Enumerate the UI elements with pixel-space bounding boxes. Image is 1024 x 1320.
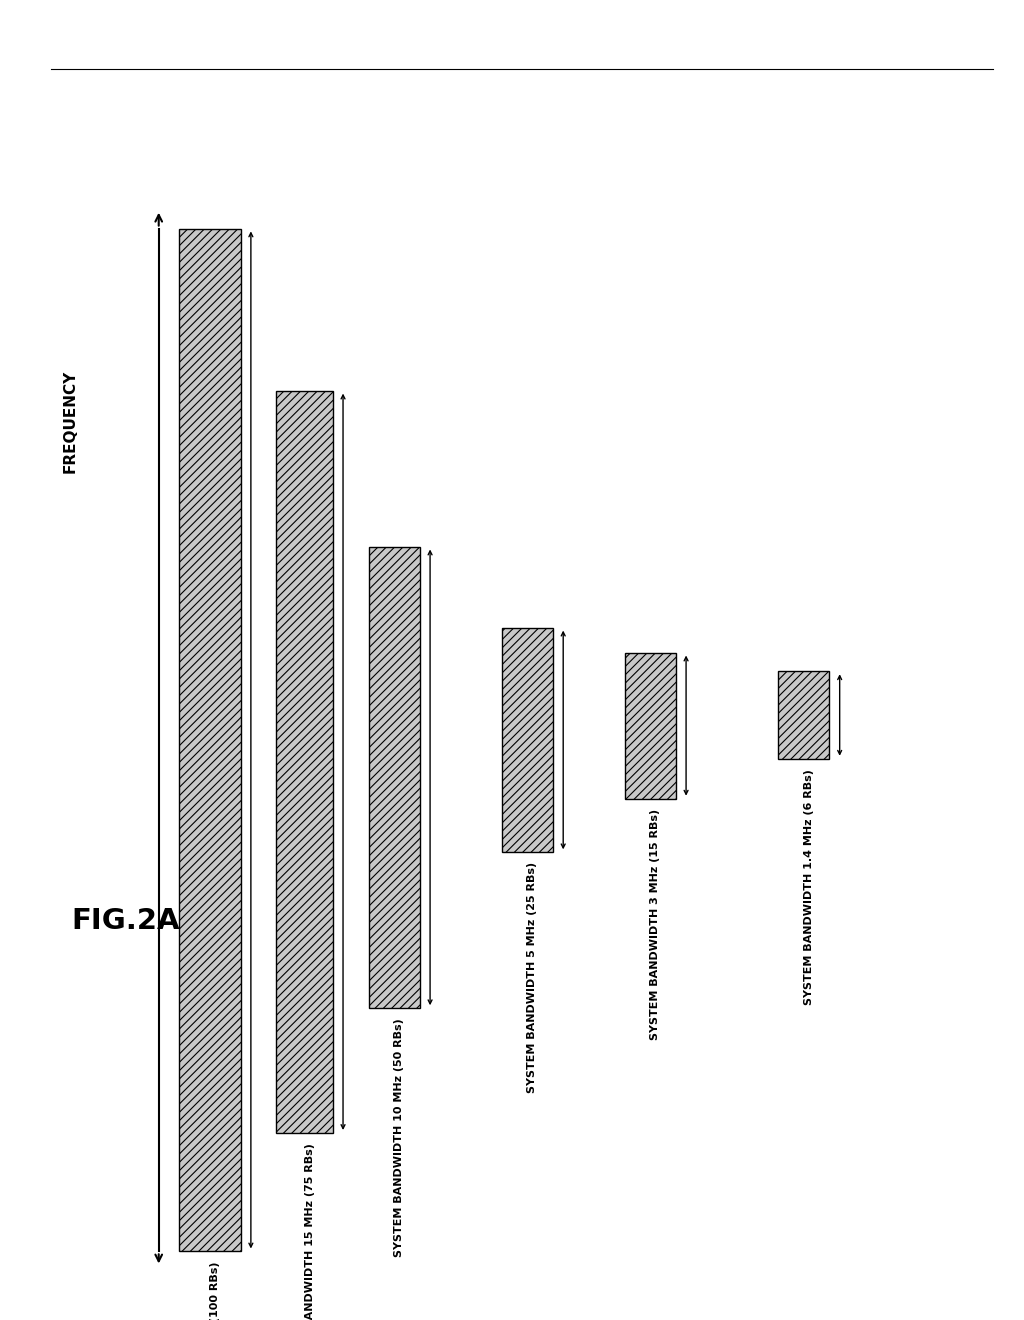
Bar [778,672,829,759]
Bar [369,546,420,1008]
Text: SYSTEM BANDWIDTH 15 MHz (75 RBs): SYSTEM BANDWIDTH 15 MHz (75 RBs) [305,1143,314,1320]
Text: SYSTEM BANDWIDTH 10 MHz (50 RBs): SYSTEM BANDWIDTH 10 MHz (50 RBs) [394,1018,404,1257]
Text: FREQUENCY: FREQUENCY [62,370,77,474]
Text: SYSTEM BANDWIDTH 20 MHz (100 RBs): SYSTEM BANDWIDTH 20 MHz (100 RBs) [210,1262,220,1320]
Bar [179,228,241,1251]
Text: SYSTEM BANDWIDTH 3 MHz (15 RBs): SYSTEM BANDWIDTH 3 MHz (15 RBs) [650,809,660,1040]
Bar [625,652,676,799]
Text: FIG.2A: FIG.2A [72,907,180,935]
Bar [276,391,333,1133]
Text: SYSTEM BANDWIDTH 5 MHz (25 RBs): SYSTEM BANDWIDTH 5 MHz (25 RBs) [527,862,538,1093]
Text: SYSTEM BANDWIDTH 1.4 MHz (6 RBs): SYSTEM BANDWIDTH 1.4 MHz (6 RBs) [804,768,814,1005]
Bar [502,628,553,853]
